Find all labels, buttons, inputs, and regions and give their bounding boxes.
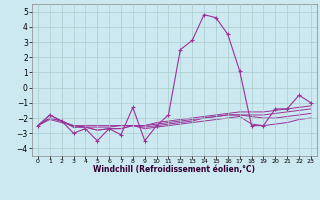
X-axis label: Windchill (Refroidissement éolien,°C): Windchill (Refroidissement éolien,°C) — [93, 165, 255, 174]
